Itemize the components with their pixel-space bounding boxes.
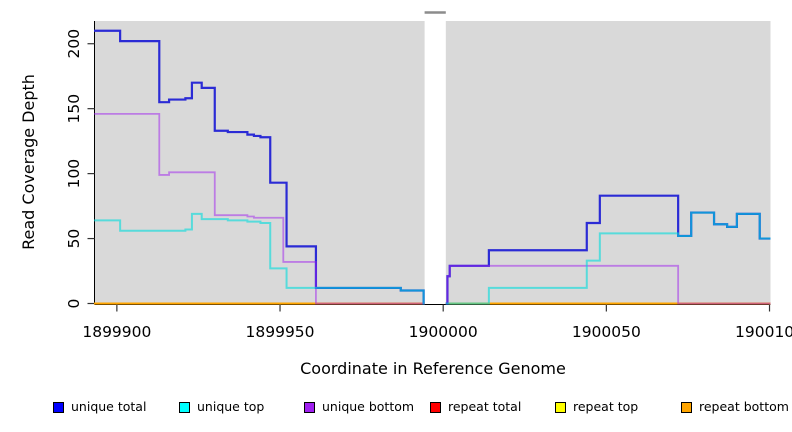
legend-label: repeat bottom <box>699 399 789 414</box>
legend-item-repeat-total: repeat total <box>430 399 522 414</box>
no-data-gap <box>424 12 446 304</box>
legend-item-repeat-top: repeat top <box>555 399 639 414</box>
series-unique-bottom <box>94 112 425 305</box>
x-axis-title: Coordinate in Reference Genome <box>300 359 566 378</box>
legend-label: repeat total <box>448 399 522 414</box>
legend-item-repeat-bottom: repeat bottom <box>681 399 789 414</box>
y-tick-label: 150 <box>65 94 83 124</box>
series-unique-bottom <box>445 264 771 305</box>
x-tick-label: 1900000 <box>409 323 478 341</box>
legend-swatch-repeat-bottom <box>681 401 692 413</box>
legend-label: unique total <box>71 399 147 414</box>
legend-label: unique top <box>197 399 265 414</box>
legend-item-unique-bottom: unique bottom <box>304 399 415 414</box>
legend-label: unique bottom <box>322 399 415 414</box>
series-unique-top <box>445 211 771 305</box>
x-tick-label: 1899900 <box>82 323 151 341</box>
y-tick-label: 100 <box>65 159 83 189</box>
y-tick-label: 0 <box>65 299 83 309</box>
legend-swatch-repeat-total <box>430 401 441 413</box>
series-unique-top <box>94 212 425 305</box>
y-tick-label: 50 <box>65 229 83 249</box>
legend-swatch-unique-bottom <box>304 401 315 413</box>
legend-item-unique-total: unique total <box>53 399 147 414</box>
x-tick-label: 1900050 <box>572 323 641 341</box>
x-tick-label: 1899950 <box>246 323 315 341</box>
legend-swatch-repeat-top <box>555 401 566 413</box>
y-axis-title: Read Coverage Depth <box>19 74 38 250</box>
legend-swatch-unique-total <box>53 401 64 413</box>
legend-label: repeat top <box>573 399 639 414</box>
legend-item-unique-top: unique top <box>179 399 265 414</box>
y-tick-label: 200 <box>65 29 83 59</box>
legend-swatch-unique-top <box>179 401 190 413</box>
